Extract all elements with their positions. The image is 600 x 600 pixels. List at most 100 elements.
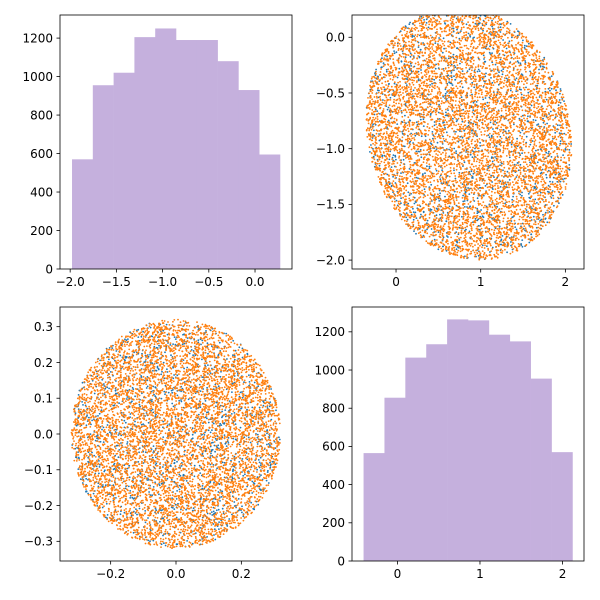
scatter-point (377, 99, 379, 102)
scatter-point (426, 86, 428, 88)
scatter-point (459, 108, 461, 110)
scatter-point (411, 178, 414, 180)
scatter-point (511, 222, 514, 225)
scatter-point (523, 176, 526, 179)
scatter-point (460, 130, 463, 133)
scatter-point (392, 162, 395, 165)
scatter-point (472, 17, 474, 20)
scatter-point (436, 46, 439, 49)
scatter-point (431, 39, 434, 41)
scatter-point (469, 207, 472, 210)
scatter-point (466, 94, 468, 97)
scatter-point (539, 219, 542, 222)
scatter-point (376, 115, 379, 118)
scatter-point (448, 223, 450, 225)
scatter-point (445, 111, 447, 114)
scatter-point (377, 176, 380, 178)
scatter-point (538, 221, 541, 223)
scatter-point (471, 81, 474, 84)
scatter-point (496, 158, 499, 160)
scatter-point (535, 233, 537, 236)
scatter-point (528, 206, 531, 209)
scatter-point (501, 227, 504, 230)
scatter-point (536, 234, 539, 237)
scatter-point (485, 139, 487, 142)
scatter-point (481, 122, 484, 124)
scatter-point (472, 196, 475, 199)
scatter-point (548, 153, 551, 156)
scatter-point (568, 149, 571, 151)
scatter-point (462, 215, 465, 218)
scatter-point (445, 121, 448, 124)
scatter-point (518, 190, 520, 193)
scatter-point (451, 15, 453, 18)
scatter-point (437, 111, 440, 114)
scatter-point (565, 161, 567, 164)
scatter-point (417, 120, 420, 123)
scatter-point (510, 126, 512, 129)
scatter-point (445, 47, 447, 50)
scatter-point (398, 139, 400, 141)
scatter-point (440, 45, 443, 48)
scatter-point (497, 45, 500, 48)
scatter-point (439, 27, 442, 29)
scatter-point (497, 253, 499, 256)
scatter-point (463, 150, 465, 152)
scatter-point (540, 106, 543, 109)
scatter-point (495, 145, 498, 148)
scatter-point (428, 170, 431, 173)
scatter-point (384, 88, 386, 91)
scatter-point (425, 98, 427, 101)
scatter-point (475, 178, 478, 181)
scatter-point (565, 119, 567, 121)
scatter-point (529, 112, 532, 115)
scatter-point (439, 94, 441, 96)
scatter-point (487, 218, 490, 220)
scatter-point (414, 104, 416, 106)
scatter-point (477, 74, 480, 77)
scatter-point (481, 186, 484, 189)
scatter-point (419, 33, 422, 36)
scatter-point (411, 79, 414, 81)
scatter-point (461, 61, 463, 64)
scatter-point (378, 130, 381, 132)
scatter-point (506, 229, 509, 231)
scatter-point (422, 153, 425, 156)
scatter-point (494, 68, 497, 71)
scatter-point (544, 224, 547, 227)
scatter-point (443, 22, 446, 24)
scatter-point (417, 30, 420, 32)
scatter-point (448, 124, 451, 127)
scatter-point (479, 145, 482, 147)
scatter-point (515, 72, 517, 75)
scatter-point (565, 177, 567, 180)
scatter-point (500, 37, 503, 40)
scatter-point (478, 21, 480, 23)
scatter-point (404, 155, 406, 157)
scatter-point (484, 130, 486, 133)
scatter-point (531, 72, 534, 75)
scatter-point (416, 90, 419, 92)
scatter-point (458, 241, 461, 244)
scatter-point (495, 127, 497, 130)
scatter-point (430, 39, 432, 42)
scatter-point (524, 227, 527, 230)
scatter-point (479, 141, 481, 144)
scatter-point (451, 212, 454, 215)
scatter-point (555, 170, 557, 172)
scatter-point (439, 137, 442, 140)
scatter-point (418, 67, 421, 70)
scatter-point (510, 229, 513, 231)
scatter-point (548, 174, 551, 177)
scatter-point (511, 85, 514, 87)
histogram-bar (196, 40, 218, 269)
scatter-point (384, 104, 387, 107)
scatter-point (502, 202, 505, 205)
scatter-point (457, 20, 460, 23)
scatter-point (523, 46, 526, 49)
scatter-point (525, 200, 527, 203)
scatter-point (433, 124, 436, 127)
scatter-point (516, 60, 519, 63)
scatter-point (375, 129, 378, 132)
scatter-point (541, 188, 544, 191)
